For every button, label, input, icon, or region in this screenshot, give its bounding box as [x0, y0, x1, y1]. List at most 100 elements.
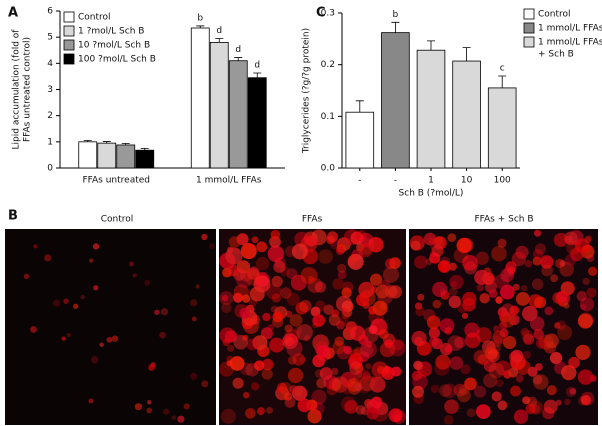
y-axis-label: FFAs untreated control)	[23, 37, 33, 142]
cell	[240, 243, 257, 260]
cell	[233, 334, 248, 350]
cell	[314, 281, 326, 293]
cell	[498, 321, 508, 331]
cell	[241, 294, 251, 303]
legend-swatch	[523, 22, 535, 34]
cell	[500, 284, 515, 300]
cell	[282, 333, 298, 350]
cell	[564, 254, 577, 266]
cell	[426, 315, 441, 330]
cell	[456, 237, 472, 254]
cell	[505, 261, 517, 273]
cell	[254, 360, 265, 371]
bar	[97, 142, 117, 169]
cell	[347, 253, 364, 270]
y-tick-label: 0.3	[321, 9, 335, 19]
legend-label: 1 mmol/L FFAs	[538, 24, 602, 34]
cell	[195, 284, 200, 289]
cell	[588, 266, 598, 276]
cell	[278, 382, 292, 395]
cell	[532, 249, 544, 260]
cell	[171, 415, 177, 421]
cell	[556, 320, 567, 331]
cell	[286, 292, 300, 306]
cell	[495, 379, 504, 388]
cell	[66, 332, 71, 338]
cell	[410, 240, 421, 251]
cell	[388, 285, 402, 299]
cell	[289, 385, 298, 394]
cell	[146, 407, 153, 414]
cell	[563, 302, 570, 309]
x-tick-label: -	[358, 176, 361, 186]
cell	[535, 363, 543, 371]
cell	[245, 408, 256, 419]
cell	[500, 312, 516, 328]
cell	[538, 334, 554, 350]
cell	[556, 290, 569, 303]
cell	[510, 385, 521, 397]
cell	[535, 337, 547, 349]
cell	[495, 296, 503, 304]
significance-letter: c	[500, 64, 505, 74]
cell	[244, 269, 261, 286]
cell	[256, 241, 268, 253]
cell	[291, 243, 308, 260]
cell	[555, 399, 562, 406]
cell	[154, 309, 160, 315]
cell	[132, 273, 137, 278]
cell	[52, 299, 61, 307]
cell	[379, 342, 396, 358]
bar	[345, 111, 375, 169]
cell	[413, 360, 423, 370]
cell	[270, 229, 281, 240]
cell	[227, 344, 235, 352]
cell	[292, 353, 306, 366]
legend-label: 1 mmol/L FFAs	[538, 38, 602, 48]
cell	[61, 336, 66, 341]
cell	[319, 367, 333, 380]
cell	[222, 338, 231, 346]
cell	[255, 256, 270, 271]
cell	[378, 328, 389, 339]
x-tick-label: 1	[428, 176, 434, 186]
cell	[251, 236, 259, 244]
cell	[582, 277, 590, 286]
cell	[349, 349, 361, 361]
cell	[340, 396, 356, 412]
cell	[201, 233, 208, 241]
cell	[294, 326, 303, 335]
cell	[442, 383, 457, 399]
cell	[335, 246, 345, 256]
cell	[80, 295, 85, 300]
cell	[432, 281, 448, 298]
cell	[375, 284, 390, 299]
cell	[544, 306, 554, 316]
cell	[454, 336, 466, 349]
cell	[437, 260, 451, 273]
cell	[443, 415, 454, 425]
cell	[564, 398, 571, 406]
cell	[431, 337, 443, 350]
cell	[473, 385, 487, 398]
cell	[316, 378, 327, 389]
cell	[428, 327, 441, 339]
cell	[431, 244, 444, 257]
error-bar	[234, 57, 243, 61]
cell	[503, 335, 517, 350]
cell	[341, 307, 349, 315]
cell	[476, 404, 491, 419]
cell	[497, 400, 508, 411]
cell	[134, 403, 143, 411]
cell	[483, 373, 498, 388]
cell	[430, 384, 440, 394]
cell	[534, 243, 547, 255]
legend-swatch	[523, 8, 535, 20]
cell	[509, 305, 519, 316]
legend-swatch	[523, 36, 535, 48]
cell	[371, 361, 389, 378]
cell	[256, 407, 265, 416]
cell	[561, 364, 577, 381]
cell	[183, 403, 190, 410]
cell	[515, 292, 530, 306]
